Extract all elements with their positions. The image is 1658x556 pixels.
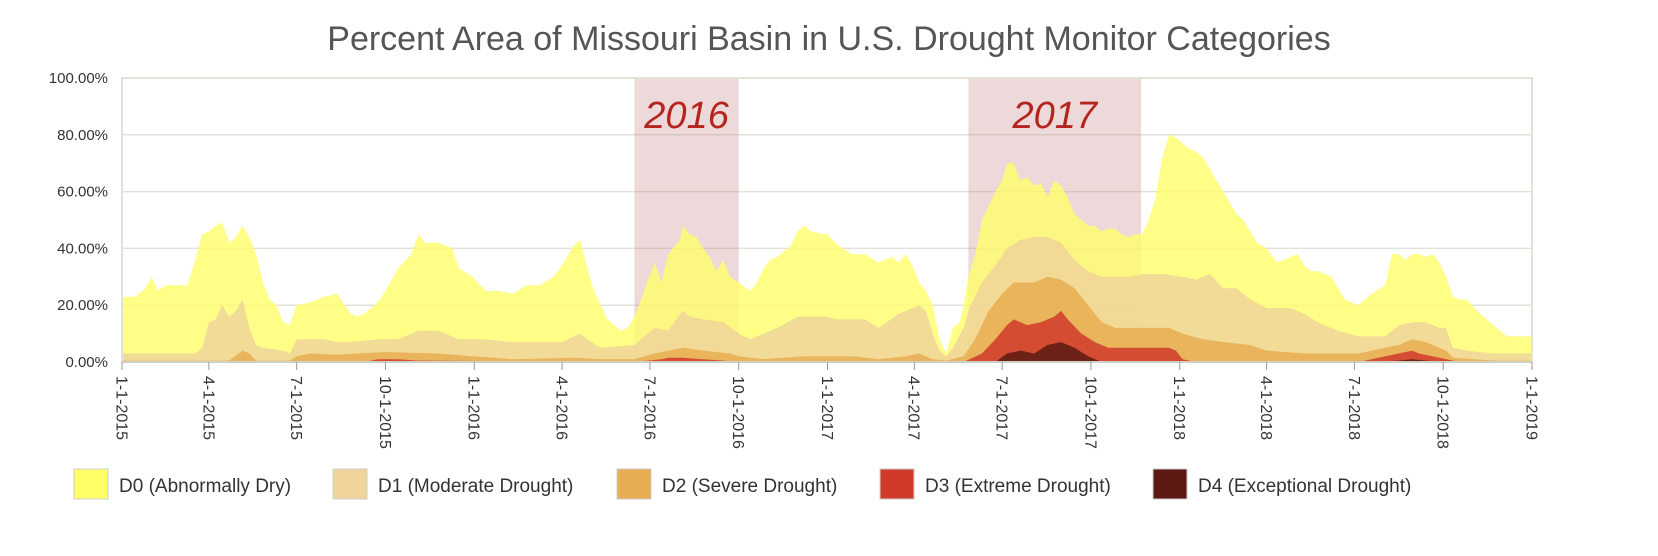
- legend-swatch: [616, 468, 652, 500]
- x-tick-label: 1-1-2015: [112, 376, 129, 440]
- legend-label: D1 (Moderate Drought): [378, 476, 573, 497]
- x-tick-label: 7-1-2016: [640, 376, 657, 440]
- x-tick-label: 7-1-2018: [1345, 376, 1362, 440]
- legend-swatch: [1152, 468, 1188, 500]
- x-tick-label: 4-1-2015: [199, 376, 216, 440]
- x-tick-label: 4-1-2016: [552, 376, 569, 440]
- x-tick-label: 1-1-2019: [1522, 376, 1539, 440]
- legend-swatch: [332, 468, 368, 500]
- x-tick-label: 10-1-2015: [376, 376, 393, 449]
- area-series-d1: [122, 237, 1532, 362]
- x-tick-label: 7-1-2017: [993, 376, 1010, 440]
- x-tick-label: 10-1-2016: [729, 376, 746, 449]
- legend-label: D0 (Abnormally Dry): [119, 476, 291, 497]
- series-areas: [122, 134, 1532, 362]
- y-tick-label: 100.00%: [49, 70, 108, 87]
- chart-title: Percent Area of Missouri Basin in U.S. D…: [327, 20, 1330, 58]
- x-tick-label: 4-1-2018: [1257, 376, 1274, 440]
- band-labels: 2016 2017: [643, 95, 1099, 137]
- x-tick-label: 1-1-2018: [1170, 376, 1187, 440]
- y-axis-ticks: 0.00% 20.00% 40.00% 60.00% 80.00% 100.00%: [49, 70, 108, 371]
- band-year-label: 2017: [1011, 95, 1098, 137]
- y-tick-label: 20.00%: [57, 297, 108, 314]
- y-tick-label: 80.00%: [57, 127, 108, 144]
- legend-label: D4 (Exceptional Drought): [1198, 476, 1411, 497]
- x-tick-label: 10-1-2017: [1081, 376, 1098, 449]
- x-tick-label: 1-1-2017: [818, 376, 835, 440]
- band-year-label: 2016: [643, 95, 729, 137]
- area-series-d3: [122, 310, 1532, 362]
- x-tick-label: 10-1-2018: [1434, 376, 1451, 449]
- x-tick-label: 1-1-2016: [465, 376, 482, 440]
- legend-label: D3 (Extreme Drought): [925, 476, 1111, 497]
- x-tick-label: 4-1-2017: [905, 376, 922, 440]
- y-tick-label: 0.00%: [65, 354, 108, 371]
- legend-label: D2 (Severe Drought): [662, 476, 837, 497]
- y-tick-label: 40.00%: [57, 240, 108, 257]
- legend-swatch: [73, 468, 109, 500]
- legend-swatch: [879, 468, 915, 500]
- y-tick-label: 60.00%: [57, 184, 108, 201]
- area-series-d2: [122, 276, 1532, 362]
- x-tick-label: 7-1-2015: [287, 376, 304, 440]
- legend: D0 (Abnormally Dry) D1 (Moderate Drought)…: [73, 468, 1411, 500]
- x-axis-ticks: 1-1-2015 4-1-2015 7-1-2015 10-1-2015 1-1-201…: [112, 362, 1539, 449]
